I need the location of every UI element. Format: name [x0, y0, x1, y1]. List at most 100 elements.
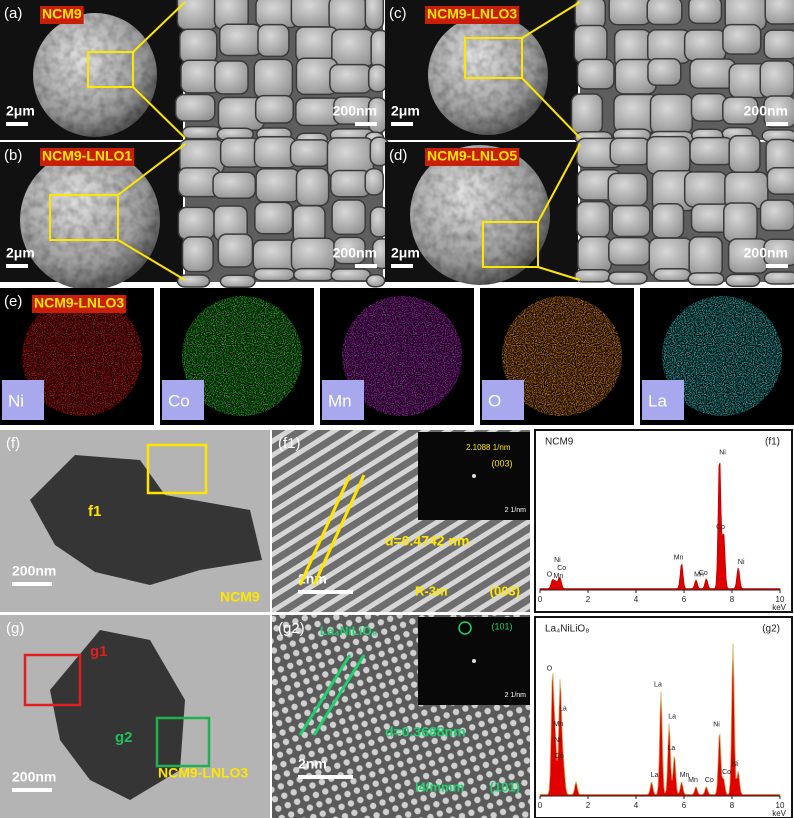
- eds-tag: (f1): [765, 437, 780, 448]
- peak-label: Mn: [680, 772, 690, 779]
- scale-bar: [355, 264, 377, 268]
- x-tick-label: 10: [776, 595, 785, 604]
- spectrum: [539, 462, 781, 591]
- grain: [723, 202, 758, 243]
- panel-label: (g2): [278, 620, 305, 637]
- panel-label: (e): [4, 293, 22, 310]
- x-unit: keV: [772, 603, 786, 612]
- grain: [646, 0, 683, 26]
- fringe-line: [298, 654, 352, 736]
- peak-label: Mn: [688, 777, 698, 784]
- fft-spot: [472, 474, 476, 478]
- particle: [33, 13, 157, 137]
- eds-title: La₄NiLiO₈: [545, 624, 589, 635]
- grain: [683, 29, 727, 62]
- zoom-line: [117, 239, 186, 281]
- sample-tag-bg: [32, 295, 127, 313]
- grain: [254, 94, 294, 124]
- element-label: Ni: [8, 391, 24, 410]
- fft-plane: (003): [491, 458, 512, 468]
- map-signal: [182, 296, 302, 416]
- grain: [181, 125, 223, 140]
- x-tick-label: 8: [730, 801, 735, 810]
- eds-tag: (g2): [762, 624, 780, 635]
- sample-label: NCM9-LNLO3: [158, 765, 248, 781]
- map-signal: [22, 296, 142, 416]
- fft-spot: [472, 659, 476, 663]
- panel-label: (f1): [278, 435, 301, 452]
- grain: [331, 28, 375, 68]
- space-group: I4/mmm: [415, 779, 464, 794]
- grain: [257, 23, 290, 58]
- peak-label: La: [559, 705, 567, 712]
- grain: [212, 171, 257, 200]
- grain: [289, 139, 331, 168]
- map-signal: [342, 296, 462, 416]
- panel-label: (f): [6, 435, 20, 452]
- grain: [295, 167, 330, 207]
- zoom-box: [464, 37, 523, 79]
- peak-label: La: [668, 713, 676, 720]
- scale-label: 2μm: [391, 245, 420, 261]
- d-spacing: d=0.4742 nm: [385, 533, 469, 549]
- grain: [576, 58, 615, 90]
- plane: (003): [490, 583, 520, 598]
- x-tick-label: 4: [634, 801, 639, 810]
- zoom-line: [537, 143, 581, 223]
- scale-label: 2nm: [298, 756, 327, 772]
- scale-label: 200nm: [744, 103, 788, 119]
- peak-label: Ni: [713, 721, 720, 728]
- peak-label: La: [654, 682, 662, 689]
- grain: [763, 29, 794, 60]
- scale-label: 200nm: [12, 563, 56, 579]
- fft-scale: 2 1/nm: [505, 692, 527, 699]
- peak-label: Mn: [553, 573, 563, 580]
- particle: [410, 145, 550, 285]
- grain: [365, 274, 386, 288]
- peak-label: La: [668, 745, 676, 752]
- sample-tag-bg: [40, 6, 84, 24]
- grain: [293, 267, 335, 282]
- fringe-line: [312, 654, 366, 736]
- region-box: [155, 716, 211, 768]
- fft-plane: (101): [491, 621, 512, 631]
- element-box: [162, 380, 204, 420]
- scale-label: 2μm: [391, 103, 420, 119]
- zoom-box: [87, 51, 134, 88]
- grain: [651, 202, 685, 239]
- scale-bar: [766, 122, 788, 126]
- grain: [607, 271, 648, 285]
- peak-label: Co: [716, 524, 725, 531]
- sample-tag-bg: [40, 148, 135, 166]
- element-label: O: [488, 391, 501, 410]
- scale-label: 200nm: [333, 103, 377, 119]
- sample-label: NCM9: [220, 589, 260, 605]
- grain: [179, 28, 218, 64]
- particle: [30, 455, 262, 585]
- fringe-line: [312, 474, 366, 586]
- region-box: [23, 653, 82, 707]
- panel-label: (a): [4, 5, 22, 22]
- space-group: R-3m: [415, 583, 448, 598]
- scale-label: 200nm: [333, 245, 377, 261]
- fft-spacing: 2.1088 1/nm: [466, 443, 511, 452]
- scale-bar: [6, 264, 28, 268]
- x-tick-label: 2: [586, 801, 591, 810]
- particle: [428, 15, 548, 135]
- grain: [574, 0, 607, 30]
- peak-label: O: [547, 666, 553, 673]
- grain: [253, 58, 294, 99]
- peak-label: Co: [555, 753, 564, 760]
- map-signal: [662, 296, 782, 416]
- particle: [20, 150, 160, 290]
- scale-label: 200nm: [12, 769, 56, 785]
- peak-label: Co: [705, 777, 714, 784]
- scale-bar: [298, 590, 353, 594]
- zoom-line: [117, 143, 186, 196]
- zoom-box: [482, 221, 539, 268]
- x-tick-label: 8: [730, 595, 735, 604]
- sample-tag-bg: [425, 148, 520, 166]
- scale-bar: [766, 264, 788, 268]
- fft-scale: 2 1/nm: [505, 507, 527, 514]
- sample-tag: NCM9-LNLO1: [42, 148, 132, 164]
